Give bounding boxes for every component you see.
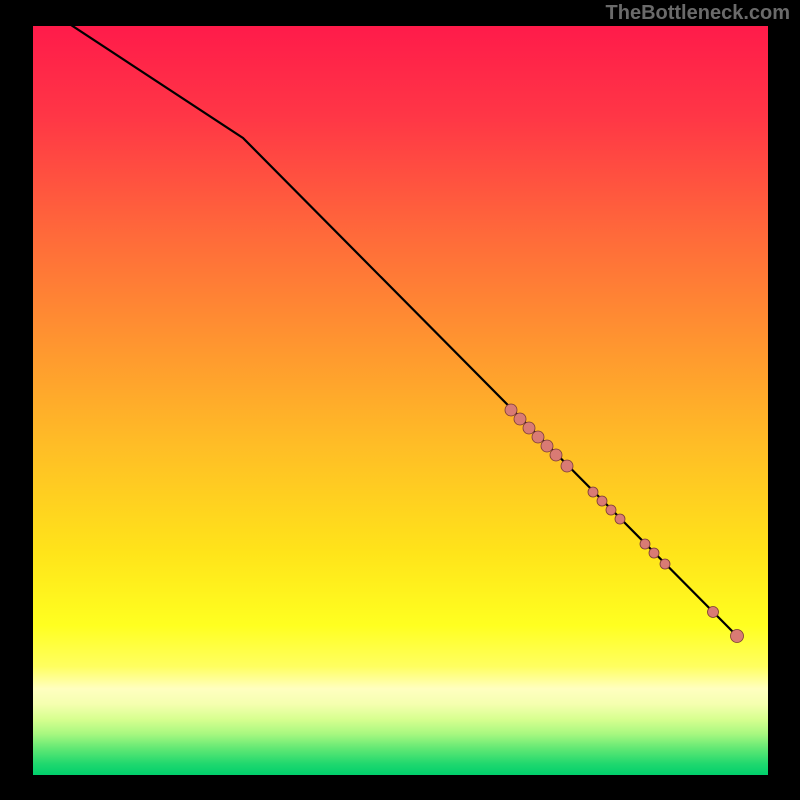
chart-plot-area bbox=[33, 26, 768, 775]
gradient-background bbox=[33, 26, 768, 775]
data-marker bbox=[541, 440, 553, 452]
data-marker bbox=[588, 487, 598, 497]
data-marker bbox=[561, 460, 573, 472]
data-marker bbox=[514, 413, 526, 425]
data-marker bbox=[523, 422, 535, 434]
chart-svg bbox=[33, 26, 768, 775]
data-marker bbox=[597, 496, 607, 506]
data-marker bbox=[606, 505, 616, 515]
watermark-text: TheBottleneck.com bbox=[606, 2, 790, 25]
data-marker bbox=[708, 607, 719, 618]
data-marker bbox=[731, 630, 744, 643]
data-marker bbox=[550, 449, 562, 461]
data-marker bbox=[649, 548, 659, 558]
data-marker bbox=[532, 431, 544, 443]
data-marker bbox=[615, 514, 625, 524]
data-marker bbox=[660, 559, 670, 569]
data-marker bbox=[505, 404, 517, 416]
data-marker bbox=[640, 539, 650, 549]
